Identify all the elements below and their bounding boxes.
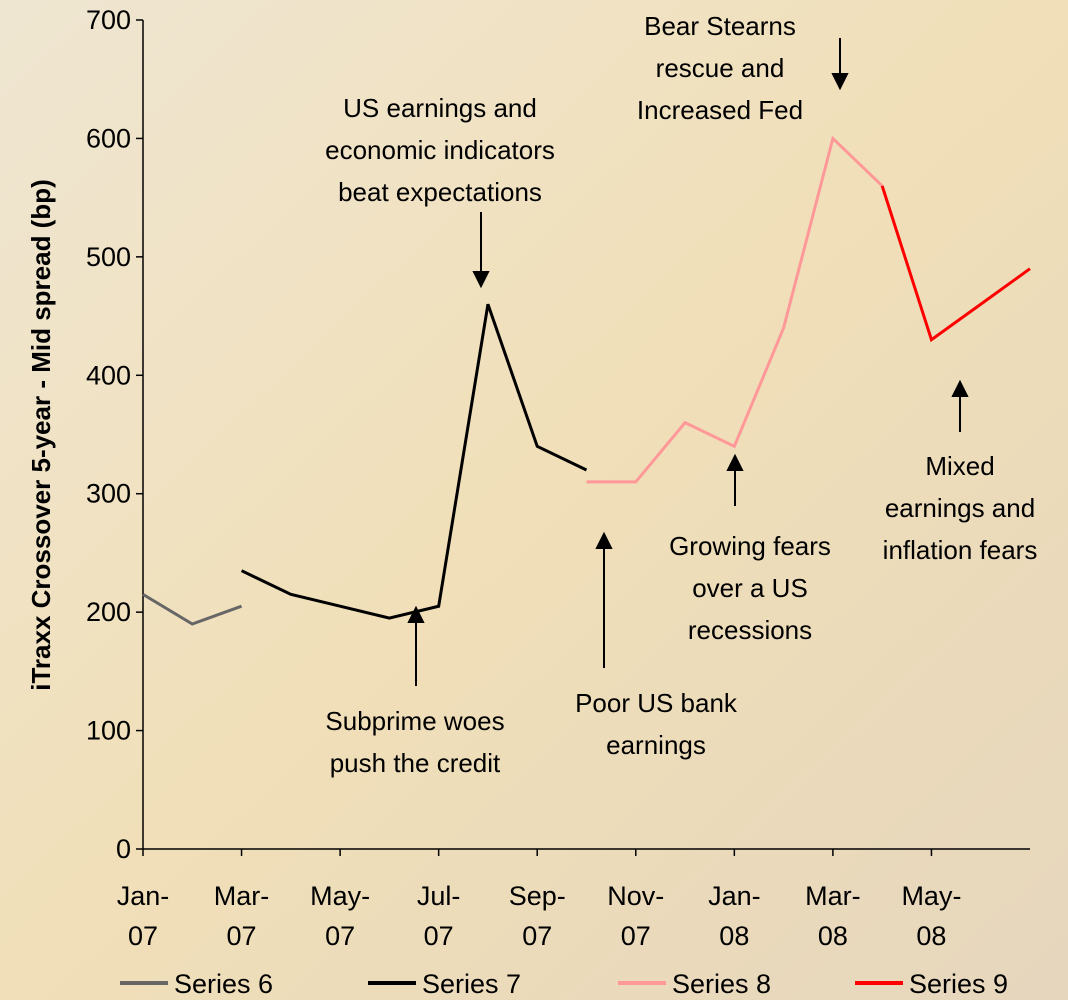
- legend-label: Series 8: [672, 969, 771, 999]
- annotation-line: earnings: [606, 730, 706, 760]
- y-axis-label: iTraxx Crossover 5-year - Mid spread (bp…: [26, 179, 56, 691]
- series-line: [880, 185, 1031, 343]
- annotation-line: Mixed: [925, 451, 994, 481]
- y-tick-label: 500: [86, 242, 131, 272]
- x-tick-label-part: Mar-: [805, 881, 861, 911]
- x-tick-label-part: 08: [719, 921, 749, 951]
- annotation: Growing fears over a US recessions: [669, 531, 831, 645]
- y-tick-label: 600: [86, 123, 131, 153]
- y-tick-label: 300: [86, 479, 131, 509]
- annotation-line: over a US: [692, 573, 808, 603]
- x-tick-label: May- 07: [310, 881, 370, 951]
- x-tick-label-part: 08: [818, 921, 848, 951]
- x-tick-label-part: May-: [901, 881, 961, 911]
- annotation: US earnings and economic indicators beat e…: [325, 93, 555, 207]
- arrows: [407, 38, 969, 686]
- annotation-line: economic indicators: [325, 135, 555, 165]
- legend-label: Series 9: [909, 969, 1008, 999]
- y-tick-label: 0: [116, 834, 131, 864]
- x-tick-label-part: 07: [522, 921, 552, 951]
- x-tick-label: Nov- 07: [607, 881, 664, 951]
- y-tick-label: 700: [86, 5, 131, 35]
- x-tick-label-part: May-: [310, 881, 370, 911]
- x-tick-label-part: Mar-: [214, 881, 270, 911]
- series-line: [142, 593, 243, 626]
- legend-label: Series 6: [174, 969, 273, 999]
- x-tick-label-part: Jul-: [417, 881, 461, 911]
- x-tick-label: Jan- 08: [708, 881, 761, 951]
- annotation-line: Bear Stearns: [644, 11, 796, 41]
- x-tick-label-part: 07: [325, 921, 355, 951]
- annotation-line: inflation fears: [883, 535, 1038, 565]
- x-tick-label: Jul- 07: [417, 881, 461, 951]
- x-tick-label-part: 07: [227, 921, 257, 951]
- annotation-line: Subprime woes: [325, 706, 504, 736]
- x-tick-label: Sep- 07: [509, 881, 566, 951]
- x-tick-label: Mar- 08: [805, 881, 861, 951]
- y-tick-label: 100: [86, 716, 131, 746]
- series-line: [586, 135, 884, 484]
- x-tick-label-part: 07: [621, 921, 651, 951]
- annotation: Subprime woes push the credit: [325, 706, 504, 778]
- annotation-line: Poor US bank: [575, 688, 738, 718]
- annotation-line: Growing fears: [669, 531, 831, 561]
- annotation-line: recessions: [688, 615, 812, 645]
- annotation-line: US earnings and: [343, 93, 537, 123]
- annotation: Mixed earnings and inflation fears: [883, 451, 1038, 565]
- x-tick-label: Jan- 07: [117, 881, 170, 951]
- y-tick-label: 200: [86, 597, 131, 627]
- annotation-line: beat expectations: [338, 177, 542, 207]
- x-tick-label-part: 07: [128, 921, 158, 951]
- annotation: Poor US bank earnings: [575, 688, 738, 760]
- annotation-line: Increased Fed: [637, 95, 803, 125]
- annotation-line: push the credit: [330, 748, 501, 778]
- x-tick-label-part: Jan-: [708, 881, 761, 911]
- x-tick-label-part: Sep-: [509, 881, 566, 911]
- annotation-line: earnings and: [885, 493, 1035, 523]
- y-tick-label: 400: [86, 360, 131, 390]
- x-tick-label-part: 07: [424, 921, 454, 951]
- x-tick-label-part: 08: [916, 921, 946, 951]
- annotation: Bear Stearns rescue and Increased Fed: [637, 11, 803, 125]
- annotation-line: rescue and: [656, 53, 785, 83]
- legend-label: Series 7: [422, 969, 521, 999]
- x-tick-label-part: Jan-: [117, 881, 170, 911]
- series-line: [240, 303, 588, 620]
- x-tick-label-part: Nov-: [607, 881, 664, 911]
- x-tick-label: May- 08: [901, 881, 961, 951]
- x-tick-label: Mar- 07: [214, 881, 270, 951]
